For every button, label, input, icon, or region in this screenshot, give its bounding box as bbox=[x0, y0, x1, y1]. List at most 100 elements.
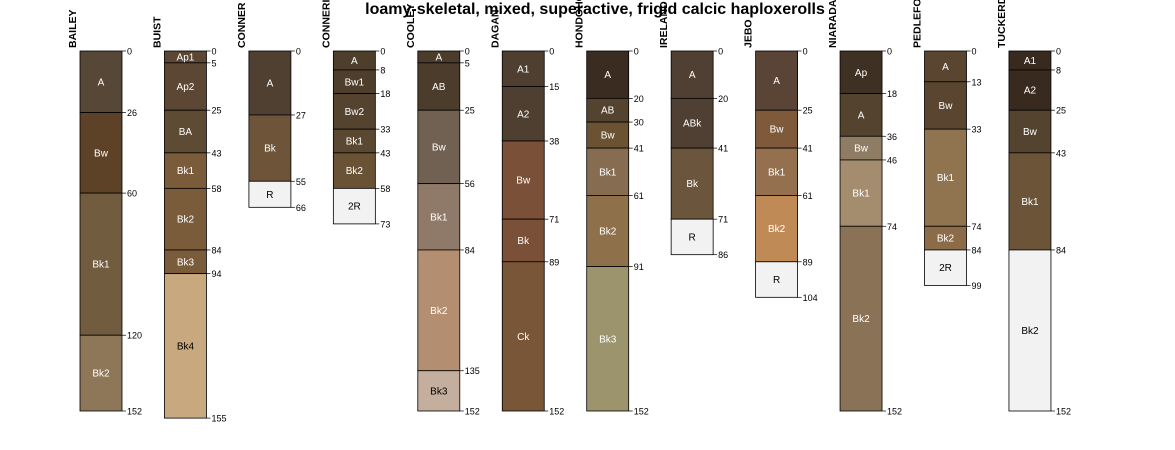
horizon-label: A bbox=[435, 52, 442, 63]
horizon-buist-bk2 bbox=[164, 187, 207, 251]
horizon-conner-bk bbox=[248, 114, 292, 182]
depth-label: 0 bbox=[296, 47, 301, 57]
depth-label: 41 bbox=[634, 144, 644, 154]
depth-label: 18 bbox=[887, 89, 897, 99]
horizon-label: Bk1 bbox=[768, 167, 786, 178]
horizon-label: Bk bbox=[517, 236, 530, 247]
horizon-jebo-bk1 bbox=[755, 147, 798, 196]
horizon-label: Bk2 bbox=[92, 369, 110, 380]
depth-label: 0 bbox=[380, 47, 385, 57]
profile-name-buist: BUIST bbox=[151, 16, 163, 48]
depth-label: 71 bbox=[718, 215, 728, 225]
horizon-dagan-bk bbox=[501, 218, 545, 263]
horizon-buist-bk1 bbox=[164, 152, 207, 189]
horizon-hondoho-a bbox=[586, 50, 630, 99]
horizon-label: 2R bbox=[348, 202, 361, 213]
depth-label: 0 bbox=[634, 47, 639, 57]
profile-name-niarada: NIARADA bbox=[827, 0, 839, 48]
horizon-label: Bw bbox=[432, 142, 447, 153]
depth-label: 0 bbox=[465, 47, 470, 57]
horizon-label: A2 bbox=[1024, 86, 1037, 97]
depth-label: 33 bbox=[972, 125, 982, 135]
horizon-label: Bw1 bbox=[345, 77, 365, 88]
horizon-label: A bbox=[773, 76, 780, 87]
depth-label: 5 bbox=[211, 58, 216, 68]
horizon-niarada-bk2 bbox=[839, 225, 883, 412]
depth-label: 0 bbox=[211, 47, 216, 57]
horizon-label: A bbox=[942, 62, 949, 73]
horizon-label: Bk3 bbox=[599, 334, 617, 345]
horizon-label: Bk bbox=[264, 144, 277, 155]
horizon-label: Bk2 bbox=[852, 314, 870, 325]
horizon-label: Bw bbox=[94, 148, 109, 159]
depth-label: 152 bbox=[634, 407, 649, 417]
horizon-tuckerdowns-bk2 bbox=[1008, 249, 1052, 412]
depth-label: 8 bbox=[380, 65, 385, 75]
horizon-conner-a bbox=[248, 50, 292, 116]
horizon-label: Ap2 bbox=[177, 82, 195, 93]
horizon-label: Ap bbox=[855, 68, 868, 79]
depth-label: 0 bbox=[127, 47, 132, 57]
horizon-label: Bk3 bbox=[430, 386, 448, 397]
depth-label: 43 bbox=[380, 148, 390, 158]
horizon-label: Bk2 bbox=[937, 234, 955, 245]
depth-label: 8 bbox=[1056, 65, 1061, 75]
horizon-label: Bw bbox=[516, 176, 531, 187]
horizon-ireland-r bbox=[670, 218, 714, 256]
horizon-label: Bk1 bbox=[346, 137, 364, 148]
horizon-tuckerdowns-bk1 bbox=[1008, 152, 1052, 251]
depth-label: 120 bbox=[127, 331, 142, 341]
horizon-label: AB bbox=[601, 106, 615, 117]
depth-label: 66 bbox=[296, 203, 306, 213]
horizon-hondoho-bw bbox=[586, 121, 630, 149]
horizon-label: BA bbox=[179, 127, 193, 138]
horizon-label: R bbox=[266, 190, 273, 201]
depth-label: 84 bbox=[1056, 245, 1066, 255]
depth-label: 58 bbox=[380, 184, 390, 194]
profile-name-tuckerdowns: TUCKERDOWNS bbox=[996, 0, 1008, 48]
horizon-buist-ba bbox=[164, 109, 207, 154]
depth-label: 0 bbox=[1056, 47, 1061, 57]
profile-name-conner: CONNER bbox=[236, 2, 248, 48]
depth-label: 43 bbox=[1056, 148, 1066, 158]
horizon-label: Bw bbox=[1023, 127, 1038, 138]
horizon-bailey-bk1 bbox=[79, 192, 123, 336]
depth-label: 84 bbox=[465, 245, 475, 255]
depth-label: 0 bbox=[972, 47, 977, 57]
depth-label: 0 bbox=[887, 47, 892, 57]
horizon-label: A bbox=[689, 70, 696, 81]
horizon-label: A bbox=[858, 110, 865, 121]
horizon-label: A bbox=[98, 77, 105, 88]
horizon-pedleford-2r bbox=[924, 249, 967, 286]
depth-label: 41 bbox=[718, 144, 728, 154]
depth-label: 55 bbox=[296, 177, 306, 187]
horizon-label: Bk2 bbox=[177, 215, 195, 226]
horizon-pedleford-a bbox=[924, 50, 967, 83]
depth-label: 135 bbox=[465, 366, 480, 376]
depth-label: 15 bbox=[549, 82, 559, 92]
horizon-label: Bw bbox=[854, 144, 869, 155]
horizon-label: Bw bbox=[939, 101, 954, 112]
depth-label: 152 bbox=[127, 407, 142, 417]
horizon-conneridge-bk2 bbox=[332, 152, 376, 189]
depth-label: 18 bbox=[380, 89, 390, 99]
profile-name-conneridge: CONNERIDGE bbox=[320, 0, 332, 48]
horizon-conneridge-2r bbox=[332, 187, 376, 225]
horizon-conner-r bbox=[248, 180, 292, 208]
profile-name-dagan: DAGAN bbox=[489, 10, 501, 49]
depth-label: 25 bbox=[465, 106, 475, 116]
horizon-label: Bk1 bbox=[177, 166, 195, 177]
horizon-niarada-ap bbox=[839, 50, 883, 95]
horizon-label: Bw bbox=[770, 125, 785, 136]
depth-label: 0 bbox=[803, 47, 808, 57]
depth-label: 20 bbox=[634, 94, 644, 104]
horizon-niarada-a bbox=[839, 93, 883, 137]
depth-label: 26 bbox=[127, 108, 137, 118]
horizon-label: Bk1 bbox=[430, 212, 448, 223]
horizon-label: Bk1 bbox=[599, 167, 617, 178]
horizon-label: Bk1 bbox=[1021, 197, 1039, 208]
depth-label: 41 bbox=[803, 144, 813, 154]
horizon-label: Bk2 bbox=[346, 166, 364, 177]
horizon-hondoho-bk3 bbox=[586, 266, 630, 412]
horizon-label: Bk bbox=[686, 179, 699, 190]
